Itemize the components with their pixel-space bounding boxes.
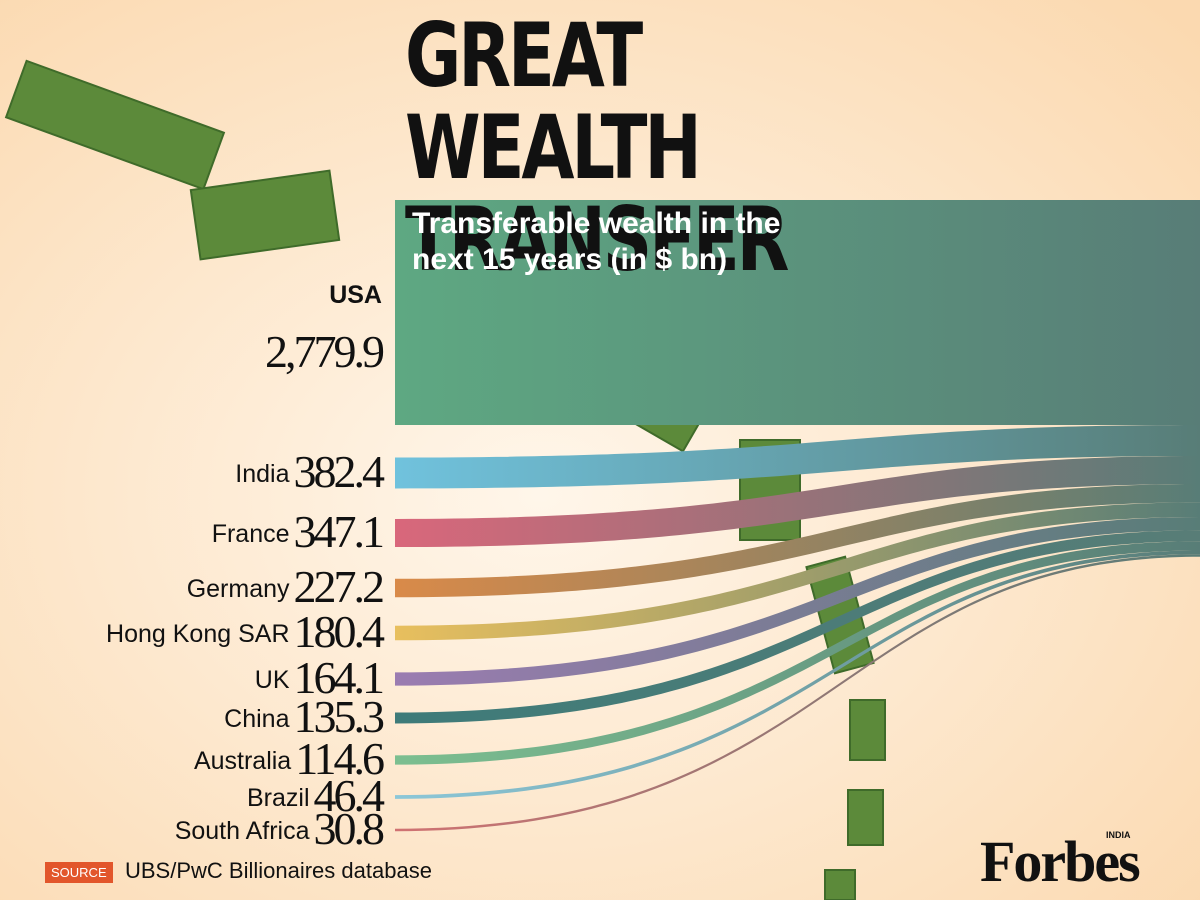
category-label: USA	[329, 281, 382, 309]
category-label: Australia	[194, 747, 291, 775]
flow-band	[395, 502, 1200, 641]
category-label: Hong Kong SAR	[106, 620, 289, 648]
logo: Forbes	[980, 829, 1141, 894]
value-label: 227.2	[294, 561, 384, 612]
category-label: China	[224, 705, 289, 733]
subtitle: Transferable wealth in the next 15 years…	[412, 207, 781, 276]
category-label: South Africa	[175, 817, 310, 845]
logo-sub: INDIA	[1106, 830, 1131, 840]
flow-band	[395, 425, 1200, 489]
value-label: 135.3	[294, 691, 385, 742]
category-label: UK	[255, 666, 290, 694]
value-label: 164.1	[294, 652, 384, 703]
category-label: India	[235, 460, 289, 488]
category-label: Brazil	[247, 784, 310, 812]
value-label: 114.6	[295, 733, 384, 784]
value-label: 46.4	[314, 770, 386, 821]
source: UBS/PwC Billionaires database	[125, 858, 432, 883]
value-label: 382.4	[294, 446, 386, 497]
value-label: 30.8	[314, 803, 385, 854]
source-tag: SOURCE	[45, 862, 113, 883]
value-label: 347.1	[294, 506, 384, 557]
value-label: 180.4	[294, 606, 386, 657]
category-label: France	[212, 520, 290, 548]
title: GREAT WEALTH TRANSFER	[405, 4, 789, 291]
flow-band	[395, 484, 1200, 598]
category-label: Germany	[187, 575, 290, 603]
flows	[395, 200, 1200, 832]
value-label: 2,779.9	[265, 326, 384, 377]
flow-band	[395, 455, 1200, 548]
flow-band	[395, 200, 1200, 425]
